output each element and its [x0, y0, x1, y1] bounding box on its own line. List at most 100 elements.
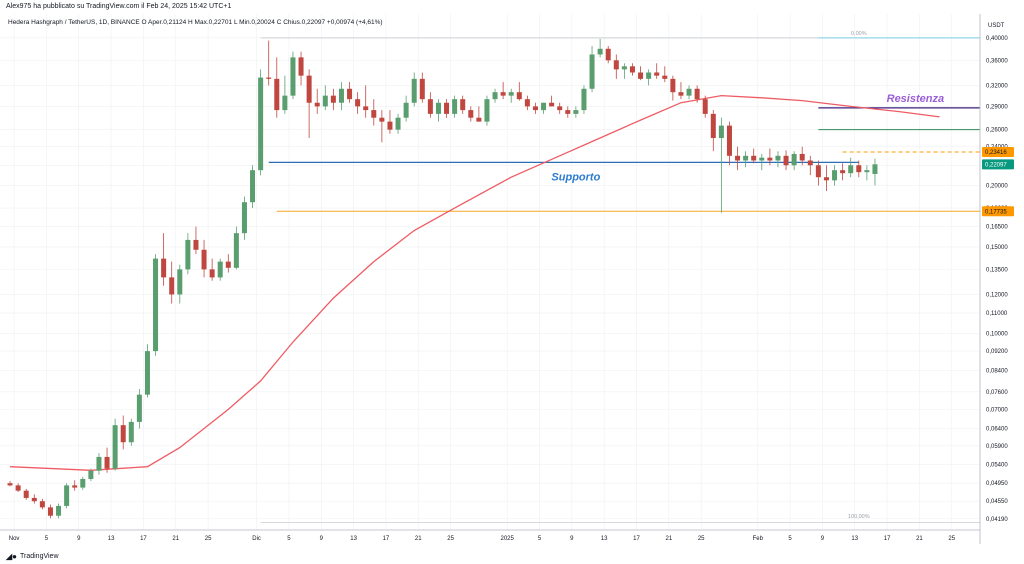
- candle-body: [282, 95, 288, 111]
- fib-label: 0,00%: [851, 31, 867, 37]
- time-tick-label: 9: [320, 536, 324, 542]
- candle: [767, 148, 773, 166]
- candle-body: [799, 153, 805, 161]
- candle-body: [96, 456, 102, 471]
- candle: [718, 117, 724, 213]
- candle-body: [864, 170, 870, 173]
- candle-body: [767, 157, 773, 161]
- candle-body: [258, 77, 264, 171]
- candle: [64, 483, 70, 509]
- candle: [460, 95, 466, 114]
- candle-body: [314, 102, 320, 107]
- price-tick-label: 0,04550: [986, 499, 1008, 505]
- candle: [783, 150, 789, 171]
- candle-body: [775, 155, 781, 161]
- candle-body: [694, 88, 700, 100]
- candle-body: [815, 165, 821, 178]
- candle-body: [710, 113, 716, 139]
- candle: [832, 165, 838, 186]
- candle: [306, 69, 312, 139]
- candle: [678, 82, 684, 100]
- candle-body: [435, 102, 441, 114]
- candle-body: [177, 269, 183, 295]
- candle: [177, 264, 183, 304]
- price-tick-label: 0,16500: [986, 225, 1008, 231]
- candle-body: [250, 170, 256, 203]
- price-axis[interactable]: 0,400000,360000,320000,290000,260000,240…: [986, 36, 1008, 523]
- candle: [153, 254, 159, 356]
- candle-body: [322, 95, 328, 107]
- candle-body: [88, 470, 94, 479]
- annotation-resistenza: Resistenza: [887, 93, 944, 105]
- time-tick-label: 21: [916, 536, 923, 542]
- candle: [379, 110, 385, 143]
- candle: [395, 113, 401, 134]
- price-tag-bg: [982, 159, 1014, 170]
- time-tick-label: 2025: [500, 536, 514, 542]
- candle: [209, 258, 215, 281]
- candle: [169, 261, 175, 304]
- candle: [638, 66, 644, 81]
- candle: [15, 483, 21, 493]
- candle: [23, 488, 29, 500]
- candle: [775, 151, 781, 168]
- price-tick-label: 0,07000: [986, 407, 1008, 413]
- time-axis[interactable]: Nov 5 9 13 17 21 25 Dic 5 9 13 17 21 25 2025 5 9 13 17 21 25…: [9, 536, 956, 542]
- candle-body: [840, 170, 846, 174]
- candle-body: [484, 99, 490, 122]
- candle: [104, 447, 110, 473]
- candle: [670, 75, 676, 101]
- candle: [541, 102, 547, 114]
- candle: [856, 160, 862, 178]
- candle: [136, 389, 142, 429]
- candle-body: [541, 102, 547, 111]
- candle-body: [492, 92, 498, 100]
- footer: ◢● TradingView: [6, 552, 59, 561]
- candle-body: [233, 233, 239, 268]
- published-by-header: Alex975 ha pubblicato su TradingView.com…: [6, 3, 232, 10]
- time-tick-label: 13: [851, 536, 858, 542]
- candle: [751, 148, 757, 164]
- candle-body: [629, 66, 635, 73]
- candle-body: [476, 117, 482, 122]
- candle-body: [500, 92, 506, 96]
- price-tag-bg: [982, 206, 1014, 217]
- price-tag-bg: [982, 146, 1014, 157]
- candle-body: [759, 157, 765, 161]
- candle-body: [338, 88, 344, 103]
- candle-body: [427, 99, 433, 114]
- time-tick-label: 21: [172, 536, 179, 542]
- candle-body: [605, 48, 611, 61]
- candle: [597, 38, 603, 58]
- price-tag-label: 0,23416: [985, 150, 1007, 156]
- candle-body: [654, 72, 660, 76]
- candle-body: [452, 99, 458, 114]
- price-tag-label: 0,17735: [985, 209, 1007, 215]
- candle-body: [726, 125, 732, 156]
- candle-body: [330, 95, 336, 103]
- grid-lines: [0, 14, 980, 530]
- candle-body: [290, 57, 296, 96]
- candle-body: [718, 125, 724, 139]
- candle-body: [23, 490, 29, 498]
- time-tick-label: 25: [948, 536, 955, 542]
- candle-body: [144, 351, 150, 395]
- horizontal-levels: [260, 37, 981, 212]
- candle: [7, 481, 13, 487]
- candle: [72, 480, 78, 491]
- candle: [419, 72, 425, 103]
- candle-body: [783, 155, 789, 166]
- time-tick-label: 17: [633, 536, 640, 542]
- candle-body: [678, 92, 684, 96]
- candle-body: [403, 102, 409, 118]
- price-tick-label: 0,10000: [986, 331, 1008, 337]
- candle: [476, 106, 482, 122]
- candle-body: [7, 483, 13, 486]
- candle-body: [395, 117, 401, 130]
- candle: [314, 88, 320, 114]
- candle: [452, 95, 458, 118]
- candle: [290, 51, 296, 100]
- time-tick-label: 5: [788, 536, 792, 542]
- candle-body: [298, 57, 304, 76]
